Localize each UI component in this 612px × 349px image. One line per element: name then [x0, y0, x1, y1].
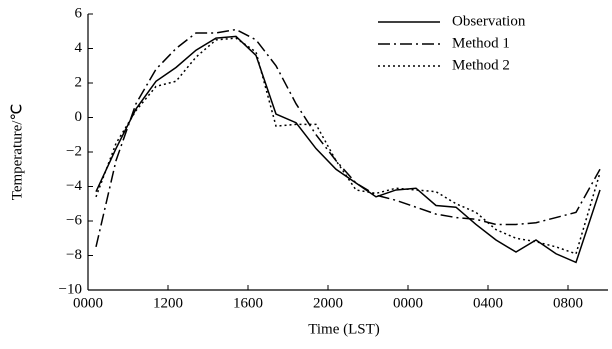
y-axis-label: Temperature/℃	[9, 104, 25, 201]
y-tick-label: 4	[75, 40, 83, 56]
x-tick-label: 1600	[233, 295, 263, 311]
y-tick-label: −2	[66, 143, 82, 159]
x-tick-label: 0400	[473, 295, 503, 311]
x-axis-label: Time (LST)	[308, 321, 380, 337]
y-tick-label: −6	[66, 212, 82, 228]
x-tick-label: 0000	[393, 295, 423, 311]
series-line	[95, 37, 601, 255]
y-tick-label: −4	[66, 178, 82, 194]
y-tick-label: −8	[66, 247, 82, 263]
series-line	[95, 35, 601, 264]
x-tick-label: 0000	[73, 295, 103, 311]
y-tick-label: 2	[75, 74, 83, 90]
x-tick-label: 2000	[313, 295, 343, 311]
series-line	[95, 28, 601, 248]
x-tick-label: 0800	[553, 295, 583, 311]
y-tick-label: 0	[75, 109, 83, 125]
legend-label: Method 1	[452, 35, 510, 51]
legend-label: Observation	[452, 13, 526, 29]
x-tick-label: 1200	[153, 295, 183, 311]
y-tick-label: 6	[75, 5, 83, 21]
y-tick-label: −10	[59, 281, 82, 297]
legend-label: Method 2	[452, 57, 510, 73]
